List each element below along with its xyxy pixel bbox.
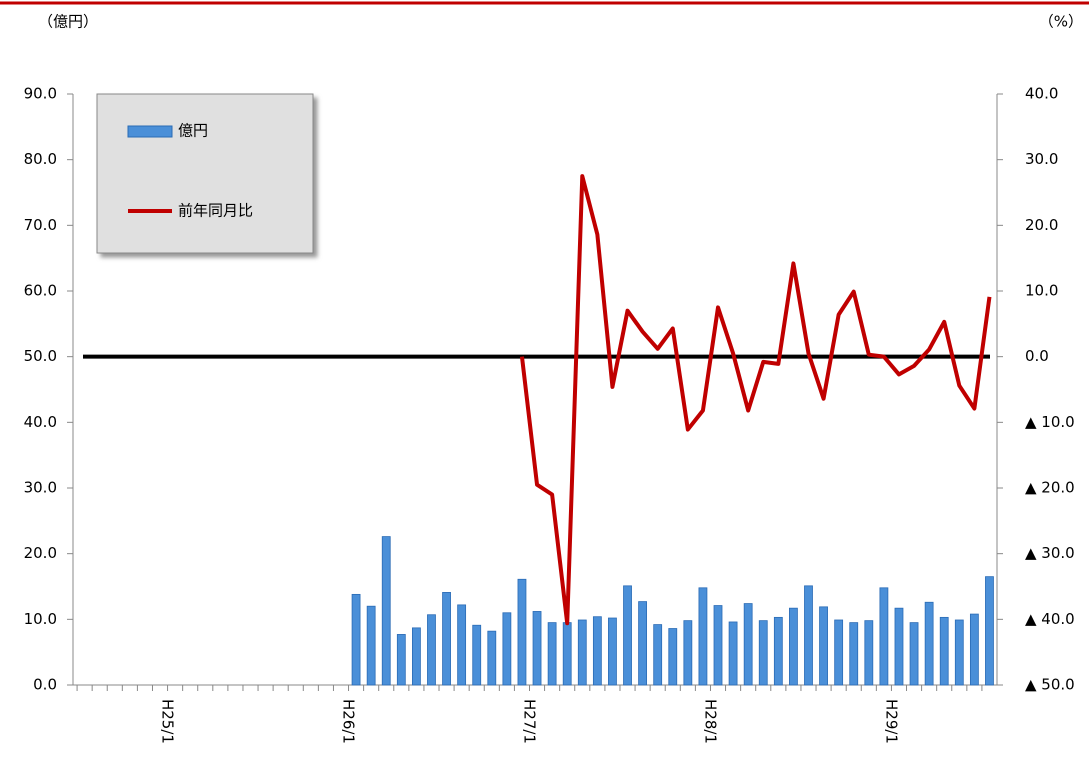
bar [804,585,813,686]
bar [743,603,753,686]
bar [592,616,602,686]
bar [789,607,798,686]
bar [502,612,512,686]
frame [0,1,1089,5]
y-tick-label: 50.0 [24,347,57,365]
bar [487,630,497,686]
bar [442,592,451,686]
y-axis-unit: （億円） [38,13,98,31]
bar [954,619,964,686]
y-tick-label: 30.0 [24,479,57,497]
bar [834,619,844,686]
y2-tick-label: 40.0 [1025,85,1058,103]
bar [773,616,783,686]
y-tick-label: 70.0 [24,216,57,234]
bar [608,617,617,686]
y-tick-label: 60.0 [24,282,57,300]
bar [728,621,738,686]
legend-box [96,93,314,254]
legend-label: 億円 [178,122,208,140]
bar [623,585,632,686]
bar [577,619,587,686]
bar [411,627,421,686]
y2-axis-unit: （%） [1039,13,1083,31]
bar [758,620,768,686]
y-tick-label: 20.0 [24,544,57,562]
y2-tick-label: ▲ 40.0 [1025,610,1075,628]
bar [472,624,482,686]
bar [532,611,542,686]
bar [683,620,693,686]
bar [517,578,527,686]
bar [894,607,904,686]
y2-tick-label: ▲ 20.0 [1025,479,1075,497]
legend-swatch [127,125,173,138]
bar [547,622,557,686]
y2-tick-label: 30.0 [1025,150,1058,168]
y-tick-label: 0.0 [33,676,57,694]
bar [457,604,467,686]
y-tick-label: 80.0 [24,150,57,168]
bar [909,622,919,686]
y2-tick-label: 10.0 [1025,282,1058,300]
bar [969,613,979,686]
bar [819,606,828,686]
bar [698,587,708,686]
bar [668,628,678,686]
x-tick-label: H29/1 [882,699,900,744]
y-tick-label: 90.0 [24,85,57,103]
y-tick-label: 40.0 [24,413,57,431]
bar [864,620,874,686]
bar [351,593,361,686]
y2-tick-label: 20.0 [1025,216,1058,234]
bar [939,616,949,686]
bar [381,536,391,686]
bar [427,614,436,686]
bar [396,634,406,686]
bar [879,587,889,686]
bar [366,605,376,686]
x-tick-label: H27/1 [521,699,539,744]
x-tick-label: H28/1 [702,699,720,744]
x-tick-label: H26/1 [340,699,358,744]
bar [985,576,994,686]
bar [638,601,648,686]
y2-tick-label: ▲ 30.0 [1025,544,1075,562]
legend-label: 前年同月比 [178,202,253,220]
y2-tick-label: ▲ 50.0 [1025,676,1075,694]
bar [653,624,663,686]
bar [924,601,934,686]
bar [849,622,859,686]
y2-tick-label: ▲ 10.0 [1025,413,1075,431]
bar [562,622,572,686]
bar [713,605,723,686]
y2-tick-label: 0.0 [1025,347,1049,365]
line [519,174,992,626]
y-tick-label: 10.0 [24,610,57,628]
x-tick-label: H25/1 [159,699,177,744]
